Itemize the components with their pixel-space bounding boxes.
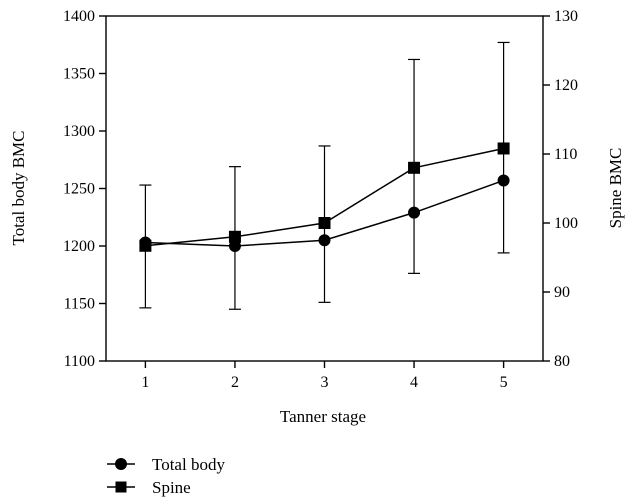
x-tick-label: 4 — [410, 374, 418, 391]
y-right-tick-label: 110 — [554, 146, 577, 163]
point-spine — [497, 142, 510, 155]
point-spine — [318, 217, 331, 229]
point-total-body — [228, 240, 241, 252]
point-spine — [408, 161, 421, 174]
x-tick-label: 2 — [231, 374, 239, 391]
legend-marker-total-body — [115, 458, 127, 470]
y-left-tick-label: 1200 — [63, 238, 95, 255]
y-right-tick-label: 90 — [554, 284, 570, 301]
y-left-tick-label: 1100 — [64, 353, 95, 370]
y-right-tick-label: 100 — [554, 215, 578, 232]
y-axis-left-title: Total body BMC — [9, 131, 28, 246]
y-left-tick-label: 1350 — [63, 66, 95, 83]
y-left-tick-label: 1300 — [63, 123, 95, 140]
legend-label-spine: Spine — [152, 478, 191, 497]
y-right-tick-label: 80 — [554, 353, 570, 370]
x-axis-title: Tanner stage — [280, 407, 366, 426]
y-left-tick-label: 1150 — [64, 296, 95, 313]
ticks: 1100115012001250130013501400809010011012… — [63, 8, 578, 391]
legend-item-spine: Spine — [107, 478, 191, 497]
legend: Total body Spine — [107, 455, 225, 497]
markers — [139, 142, 510, 252]
error-bars — [139, 41, 510, 310]
y-right-tick-label: 120 — [554, 77, 578, 94]
y-left-tick-label: 1400 — [63, 8, 95, 25]
point-spine — [228, 230, 241, 243]
legend-label-total-body: Total body — [152, 455, 225, 474]
y-axis-right-title: Spine BMC — [606, 148, 625, 229]
y-left-tick-label: 1250 — [63, 181, 95, 198]
point-total-body — [497, 174, 510, 187]
point-total-body — [408, 206, 421, 219]
point-total-body — [318, 234, 331, 247]
x-tick-label: 5 — [500, 374, 508, 391]
x-tick-label: 3 — [321, 374, 329, 391]
point-spine — [139, 239, 152, 252]
y-right-tick-label: 130 — [554, 8, 578, 25]
legend-marker-spine — [115, 481, 127, 493]
x-tick-label: 1 — [141, 374, 149, 391]
legend-item-total-body: Total body — [107, 455, 225, 474]
